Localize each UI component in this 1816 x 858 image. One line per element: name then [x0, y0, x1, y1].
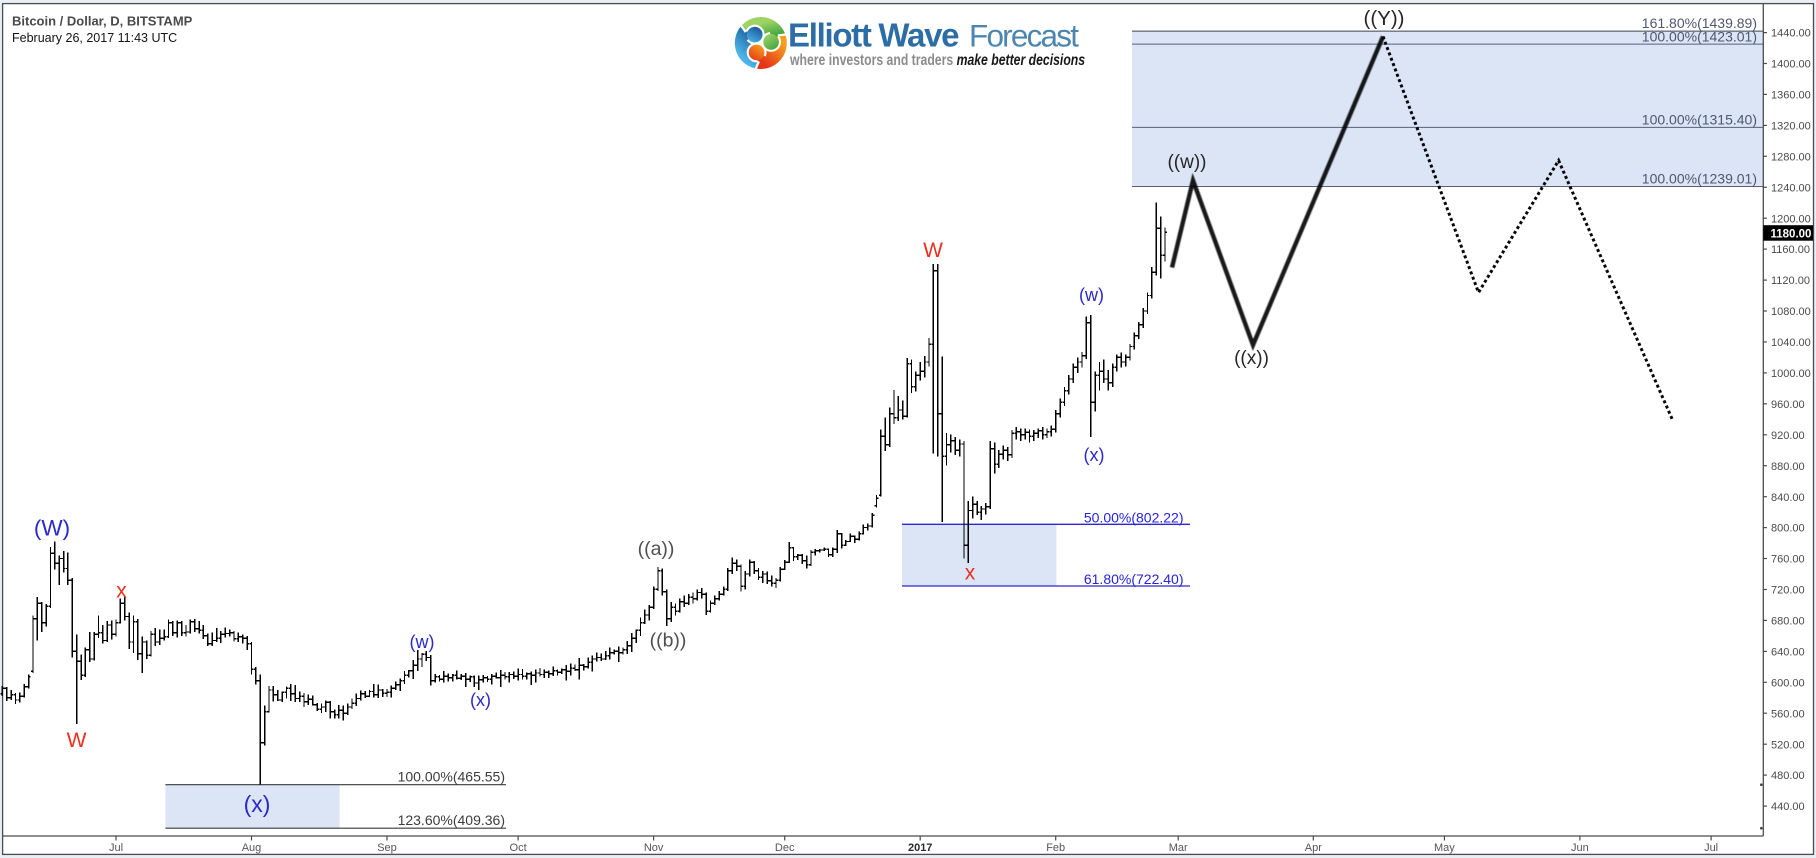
- svg-text:1120.00: 1120.00: [1771, 275, 1810, 287]
- svg-text:((w)): ((w)): [1167, 152, 1206, 173]
- svg-text:1280.00: 1280.00: [1771, 151, 1811, 163]
- svg-text:Sep: Sep: [377, 842, 397, 854]
- svg-text:61.80%(722.40): 61.80%(722.40): [1084, 571, 1184, 587]
- svg-text:Jul: Jul: [109, 842, 123, 854]
- svg-text:1200.00: 1200.00: [1771, 213, 1811, 225]
- svg-text:1400.00: 1400.00: [1771, 59, 1811, 71]
- svg-text:520.00: 520.00: [1771, 739, 1805, 751]
- svg-text:((a)): ((a)): [638, 538, 675, 560]
- svg-text:W: W: [923, 239, 943, 262]
- svg-text:where investors and traders ma: where investors and traders make better …: [789, 50, 1085, 68]
- svg-text:(x): (x): [470, 690, 491, 710]
- svg-text:(W): (W): [34, 516, 70, 541]
- svg-text:161.80%(1439.89): 161.80%(1439.89): [1642, 15, 1757, 31]
- svg-text:(x): (x): [1084, 445, 1105, 465]
- svg-text:Dec: Dec: [775, 842, 795, 854]
- svg-text:2017: 2017: [908, 842, 932, 854]
- svg-text:440.00: 440.00: [1771, 801, 1805, 813]
- svg-text:((b)): ((b)): [650, 630, 687, 652]
- svg-text:1080.00: 1080.00: [1771, 306, 1811, 318]
- svg-text:Aug: Aug: [242, 842, 262, 854]
- svg-text:1360.00: 1360.00: [1771, 90, 1811, 102]
- svg-text:123.60%(409.36): 123.60%(409.36): [398, 812, 505, 828]
- svg-text:Forecast: Forecast: [969, 18, 1079, 54]
- svg-text:(w): (w): [410, 632, 435, 652]
- svg-text:x: x: [965, 562, 976, 585]
- svg-text:100.00%(1239.01): 100.00%(1239.01): [1642, 171, 1757, 187]
- svg-text:100.00%(1423.01): 100.00%(1423.01): [1642, 28, 1757, 44]
- svg-text:100.00%(1315.40): 100.00%(1315.40): [1642, 112, 1757, 128]
- svg-text:Apr: Apr: [1305, 842, 1322, 854]
- svg-text:W: W: [67, 729, 87, 752]
- svg-text:1440.00: 1440.00: [1771, 28, 1811, 40]
- svg-text:920.00: 920.00: [1771, 430, 1805, 442]
- svg-text:February 26, 2017 11:43 UTC: February 26, 2017 11:43 UTC: [12, 31, 177, 45]
- svg-text:Bitcoin / Dollar, D, BITSTAMP: Bitcoin / Dollar, D, BITSTAMP: [12, 14, 193, 29]
- svg-text:Jun: Jun: [1571, 842, 1589, 854]
- svg-text:Nov: Nov: [644, 842, 664, 854]
- svg-text:(x): (x): [244, 791, 271, 817]
- svg-text:100.00%(465.55): 100.00%(465.55): [398, 769, 505, 785]
- svg-text:Feb: Feb: [1046, 842, 1065, 854]
- svg-text:600.00: 600.00: [1771, 677, 1805, 689]
- svg-text:Elliott Wave: Elliott Wave: [788, 17, 959, 54]
- svg-text:x: x: [116, 580, 127, 603]
- svg-text:800.00: 800.00: [1771, 523, 1805, 535]
- svg-text:560.00: 560.00: [1771, 708, 1805, 720]
- svg-text:1320.00: 1320.00: [1771, 121, 1811, 133]
- svg-text:1000.00: 1000.00: [1771, 368, 1811, 380]
- svg-text:1240.00: 1240.00: [1771, 182, 1811, 194]
- svg-text:(w): (w): [1079, 285, 1104, 305]
- svg-text:((Y)): ((Y)): [1364, 7, 1405, 30]
- svg-text:960.00: 960.00: [1771, 399, 1805, 411]
- svg-text:880.00: 880.00: [1771, 461, 1805, 473]
- svg-text:480.00: 480.00: [1771, 770, 1805, 782]
- svg-text:50.00%(802.22): 50.00%(802.22): [1084, 509, 1184, 525]
- svg-text:May: May: [1434, 842, 1455, 854]
- svg-text:Oct: Oct: [510, 842, 527, 854]
- svg-text:840.00: 840.00: [1771, 492, 1805, 504]
- svg-text:640.00: 640.00: [1771, 647, 1805, 659]
- svg-text:1040.00: 1040.00: [1771, 337, 1811, 349]
- svg-text:((x)): ((x)): [1234, 348, 1269, 369]
- svg-text:Jul: Jul: [1704, 842, 1718, 854]
- svg-text:1180.00: 1180.00: [1771, 228, 1812, 240]
- svg-text:1160.00: 1160.00: [1771, 244, 1810, 256]
- svg-text:680.00: 680.00: [1771, 616, 1805, 628]
- svg-text:Mar: Mar: [1169, 842, 1188, 854]
- svg-text:720.00: 720.00: [1771, 585, 1805, 597]
- svg-text:760.00: 760.00: [1771, 554, 1805, 566]
